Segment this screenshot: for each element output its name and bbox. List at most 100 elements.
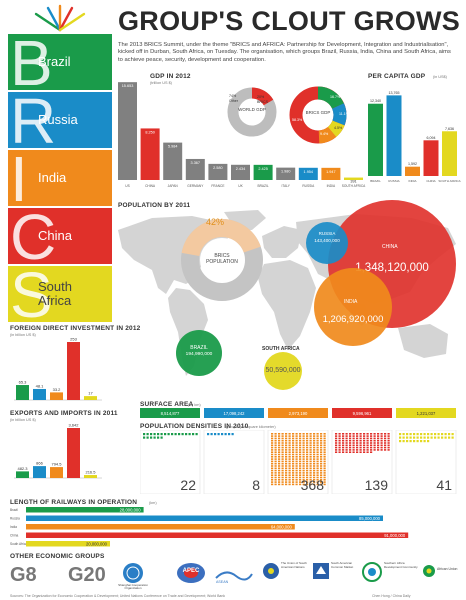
density-dot <box>302 456 305 458</box>
density-dot <box>366 444 369 447</box>
south-africa-bubble <box>264 352 302 390</box>
density-dot <box>309 474 312 476</box>
india-bubble-value: 1,206,920,000 <box>322 314 384 325</box>
density-dot <box>292 451 295 453</box>
percapita-bar-label: 6,094 <box>427 136 436 140</box>
density-dot <box>352 439 355 442</box>
density-dot <box>320 465 323 467</box>
byline: Chen Hong / China Daily <box>372 594 411 598</box>
density-dot <box>288 437 291 440</box>
density-dot <box>359 433 362 435</box>
density-dot <box>313 456 316 458</box>
density-value: 41 <box>436 477 452 493</box>
density-dot <box>274 444 277 447</box>
density-dot <box>302 433 305 435</box>
density-dot <box>285 444 288 447</box>
gdp-bar-label: 5.984 <box>168 145 178 149</box>
density-dot <box>309 442 312 444</box>
density-dot <box>306 467 309 470</box>
density-dot <box>295 446 298 449</box>
density-dot <box>323 481 326 483</box>
fdi-bar-label: 17 <box>88 391 93 396</box>
density-dot <box>316 435 319 437</box>
density-dot <box>288 451 291 453</box>
density-dot <box>320 433 323 435</box>
china-bubble-value: 1,348,120,000 <box>355 262 429 274</box>
density-dot <box>313 433 316 435</box>
density-dot <box>413 436 416 439</box>
density-dot <box>217 433 220 436</box>
density-dot <box>299 435 302 437</box>
density-dot <box>316 449 319 451</box>
density-dot <box>309 483 312 486</box>
density-dot <box>345 449 348 451</box>
density-dot <box>316 444 319 447</box>
density-dot <box>278 476 281 479</box>
org-mercosur-label: South American Common Market <box>331 561 354 569</box>
density-dot <box>399 436 402 439</box>
density-dot <box>356 444 359 447</box>
density-dot <box>316 439 319 442</box>
density-dot <box>313 460 316 463</box>
density-dot <box>160 433 163 436</box>
density-dot <box>292 444 295 447</box>
density-dot <box>224 433 227 436</box>
density-dot <box>271 472 274 474</box>
brazil-bubble-label: BRAZIL <box>190 345 208 351</box>
density-dot <box>349 433 352 435</box>
density-dot <box>399 440 402 443</box>
density-dot <box>288 469 291 472</box>
density-dot <box>306 479 309 481</box>
density-dot <box>306 439 309 442</box>
russia-bubble <box>306 222 348 264</box>
density-dot <box>377 446 380 449</box>
rail-bar <box>26 541 110 547</box>
density-dot <box>271 442 274 444</box>
density-dot <box>274 474 277 476</box>
density-dot <box>302 467 305 470</box>
density-dot <box>316 460 319 463</box>
density-dot <box>285 458 288 460</box>
density-dot <box>380 449 383 451</box>
density-dot <box>399 433 402 436</box>
density-dot <box>320 456 323 458</box>
density-dot <box>274 467 277 470</box>
density-dot <box>316 465 319 467</box>
gdp-bar-label: 2.425 <box>258 167 268 171</box>
density-dot <box>278 469 281 472</box>
density-dot <box>306 449 309 451</box>
density-dot <box>409 440 412 443</box>
density-dot <box>313 458 316 460</box>
density-dot <box>352 433 355 435</box>
density-unit: (people per square kilometer) <box>226 425 276 429</box>
density-dot <box>316 483 319 486</box>
density-dot <box>167 433 170 436</box>
density-dot <box>349 435 352 437</box>
density-dot <box>278 483 281 486</box>
density-dot <box>320 437 323 440</box>
density-dot <box>274 456 277 458</box>
gdp-bar-label: 391 <box>350 180 356 184</box>
density-dot <box>352 437 355 440</box>
brics-population-label: BRICS POPULATION <box>206 253 238 265</box>
density-dot <box>302 451 305 453</box>
org-unasur-label: The Union of South American Nations <box>281 561 307 569</box>
density-dot <box>274 458 277 460</box>
rail-bar <box>26 507 144 513</box>
density-dot <box>288 433 291 435</box>
density-dot <box>370 444 373 447</box>
density-dot <box>146 433 149 436</box>
density-dot <box>285 451 288 453</box>
gdp-bar <box>185 158 205 180</box>
brics-letter: S <box>10 266 53 322</box>
density-dot <box>323 465 326 467</box>
density-dot <box>292 465 295 467</box>
density-dot <box>299 476 302 479</box>
density-dot <box>274 460 277 463</box>
gdp-bar <box>140 128 160 180</box>
gdp-bar <box>321 167 341 180</box>
density-dot <box>278 458 281 460</box>
density-dot <box>380 433 383 435</box>
density-dot <box>299 458 302 460</box>
density-dot <box>313 451 316 453</box>
